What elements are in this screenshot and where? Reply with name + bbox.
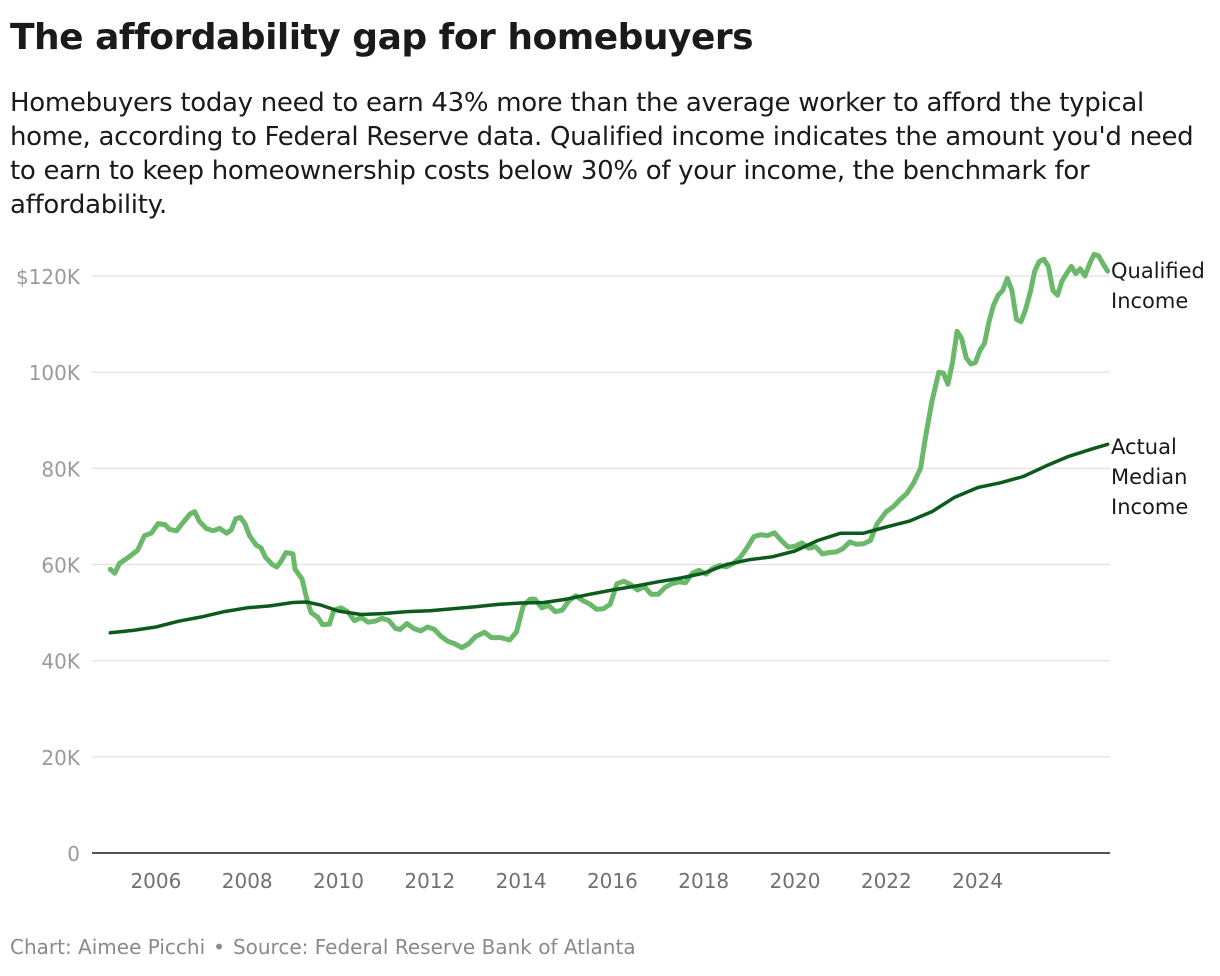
series-label-qualified-income-line-1: Qualified [1111, 259, 1205, 283]
series-labels: Qualified Income Actual Median Income [1111, 259, 1205, 519]
x-axis-ticks: 2006 2008 2010 2012 2014 2016 2018 2020 2022 2024 [130, 869, 1003, 893]
series-line-actual-median-income [108, 442, 1110, 635]
x-tick-label-2014: 2014 [496, 869, 547, 893]
chart-title: The affordability gap for homebuyers [10, 17, 754, 58]
x-tick-label-2016: 2016 [587, 869, 638, 893]
chart-credit: Chart: Aimee Picchi [10, 935, 206, 959]
footer-separator: • [213, 935, 225, 959]
x-tick-label-2020: 2020 [770, 869, 821, 893]
chart-footer: Chart: Aimee Picchi • Source: Federal Rese… [10, 935, 636, 959]
series-label-actual-median-income-line-3: Income [1111, 495, 1188, 519]
y-tick-label-80K: 80K [41, 457, 80, 481]
x-tick-label-2008: 2008 [222, 869, 273, 893]
series-label-qualified-income-line-2: Income [1111, 289, 1188, 313]
x-tick-label-2012: 2012 [404, 869, 455, 893]
x-tick-label-2022: 2022 [861, 869, 912, 893]
grid-lines [92, 275, 1110, 758]
x-tick-label-2024: 2024 [952, 869, 1003, 893]
y-tick-label-0: 0 [67, 842, 80, 866]
x-tick-label-2010: 2010 [313, 869, 364, 893]
y-tick-label-100K: 100K [29, 361, 81, 385]
y-tick-label-60K: 60K [41, 554, 80, 578]
chart-subtitle: Homebuyers today need to earn 43% more t… [10, 88, 1194, 220]
x-tick-label-2018: 2018 [678, 869, 729, 893]
y-tick-label-20K: 20K [41, 746, 80, 770]
series-label-actual-median-income-line-2: Median [1111, 465, 1187, 489]
series-label-actual-median-income-line-1: Actual [1111, 435, 1177, 459]
series-lines [107, 251, 1111, 651]
y-tick-label-40K: 40K [41, 650, 80, 674]
y-tick-label-120K: $120K [16, 265, 81, 289]
series-line-qualified-income [107, 251, 1111, 651]
chart-source: Source: Federal Reserve Bank of Atlanta [232, 935, 636, 959]
y-axis-ticks: 0 20K 40K 60K 80K 100K $120K [16, 265, 81, 866]
x-tick-label-2006: 2006 [130, 869, 181, 893]
